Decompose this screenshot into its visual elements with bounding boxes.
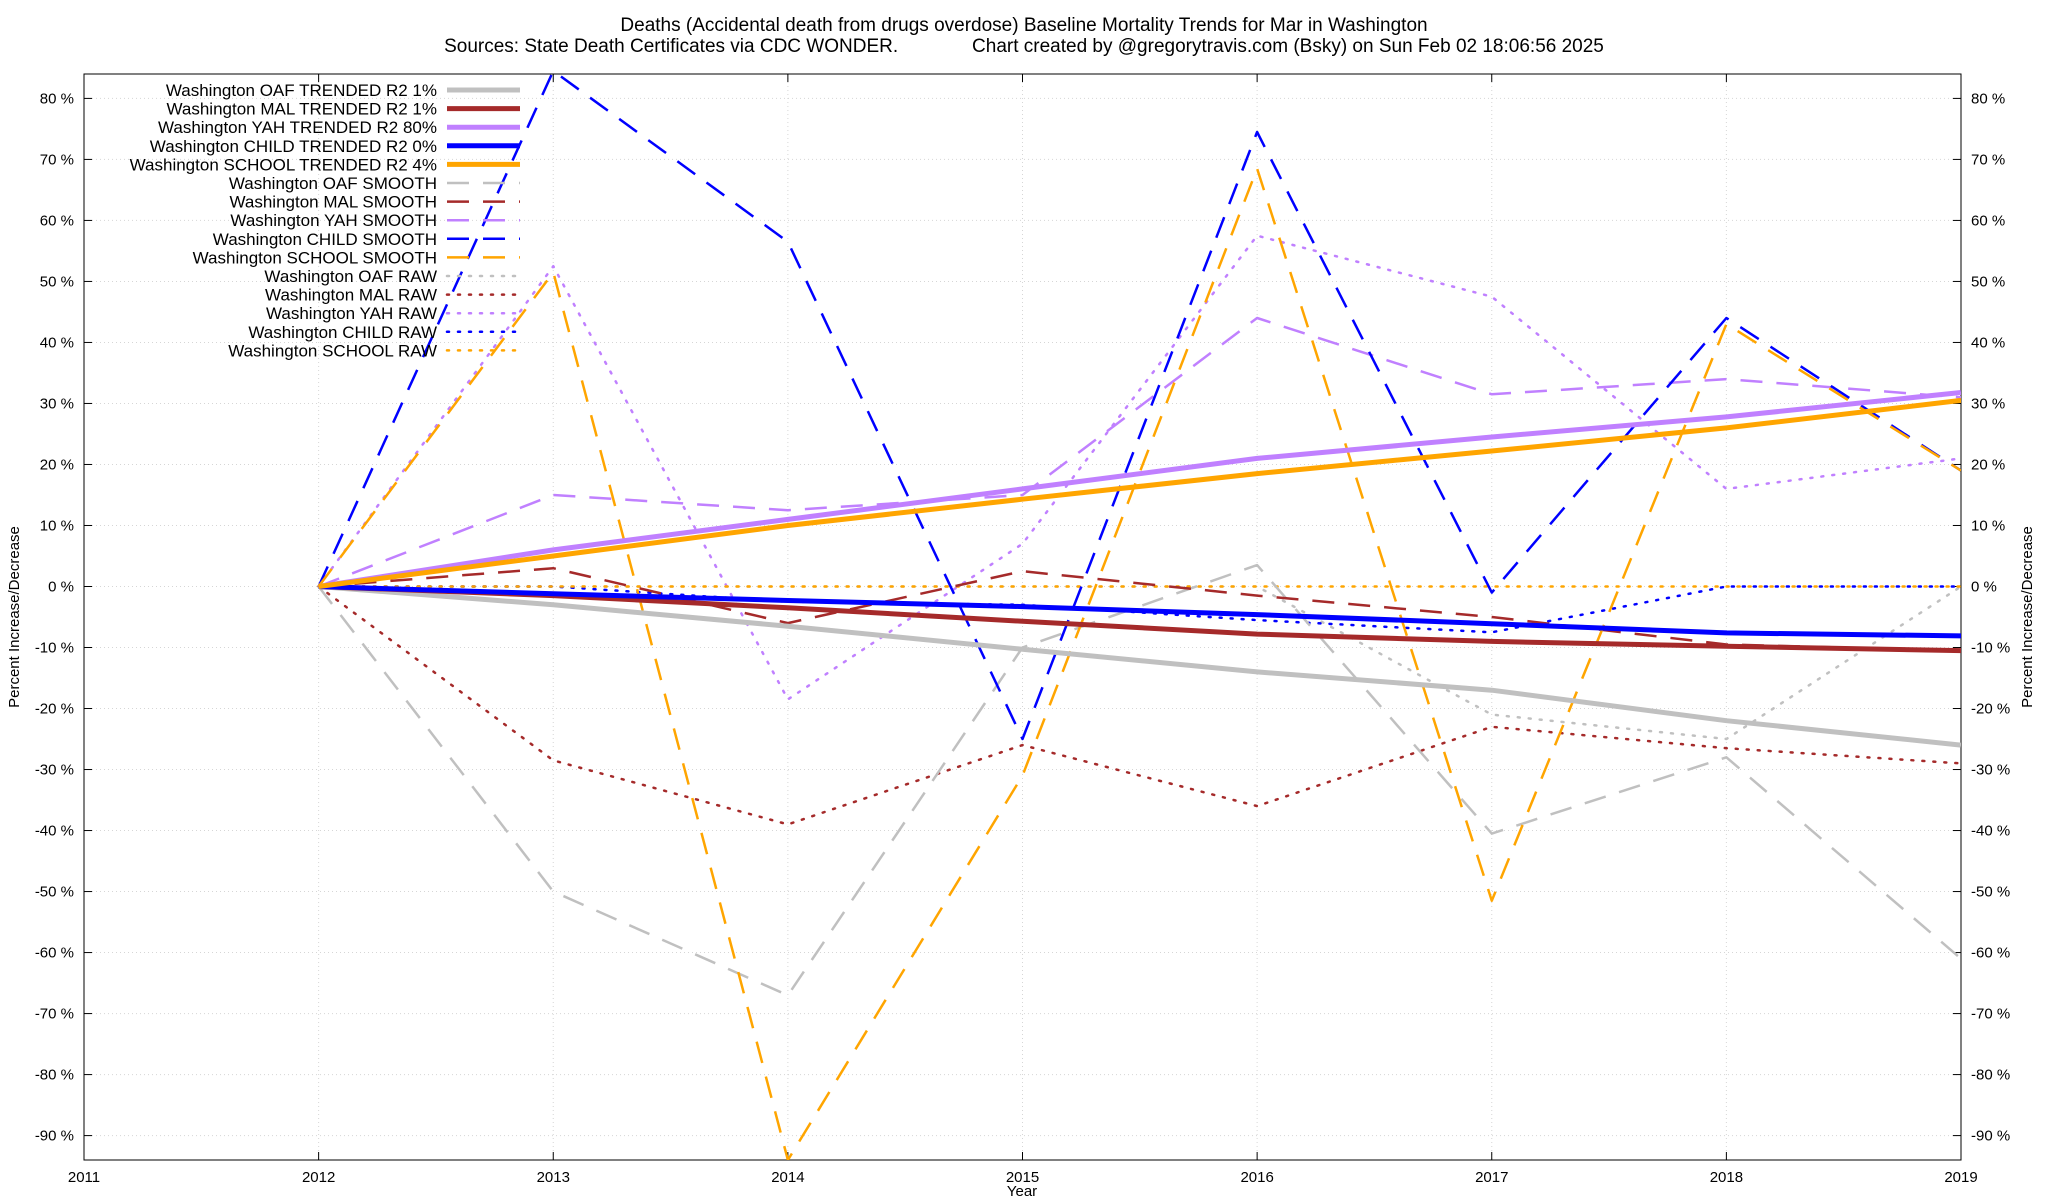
y-tick-label-right: -30 % — [1971, 762, 2010, 779]
y-tick-label-right: 50 % — [1971, 273, 2005, 290]
legend-label: Washington YAH TRENDED R2 80% — [158, 118, 437, 137]
y-tick-label-left: 60 % — [40, 212, 74, 229]
x-tick-label: 2019 — [1944, 1169, 1977, 1186]
y-tick-label-left: -10 % — [35, 640, 74, 657]
x-tick-label: 2018 — [1710, 1169, 1743, 1186]
x-tick-label: 2013 — [537, 1169, 570, 1186]
x-tick-label: 2014 — [771, 1169, 804, 1186]
legend-label: Washington MAL SMOOTH — [229, 193, 437, 212]
legend-label: Washington YAH RAW — [266, 304, 437, 323]
y-tick-label-right: -10 % — [1971, 640, 2010, 657]
y-tick-label-left: 10 % — [40, 517, 74, 534]
y-tick-label-left: -60 % — [35, 945, 74, 962]
series-line-12 — [317, 234, 1961, 701]
y-tick-label-right: 0 % — [1971, 578, 1997, 595]
y-tick-label-right: -40 % — [1971, 823, 2010, 840]
series-line-6 — [318, 566, 1961, 652]
series-line-7 — [318, 316, 1961, 588]
series-line-13 — [317, 585, 1961, 634]
x-tick-label: 2011 — [68, 1169, 100, 1186]
y-tick-label-left: -40 % — [35, 823, 74, 840]
y-tick-label-right: 60 % — [1971, 212, 2005, 229]
y-tick-label-right: -20 % — [1971, 701, 2010, 718]
legend-label: Washington SCHOOL TRENDED R2 4% — [130, 155, 437, 174]
y-tick-label-right: -90 % — [1971, 1128, 2010, 1145]
legend-label: Washington OAF TRENDED R2 1% — [166, 81, 437, 100]
x-axis: 2011 2012 2013 2014 2015 2016 2017 2018 2019 — [68, 74, 1978, 1186]
x-tick-label: 2012 — [302, 1169, 335, 1186]
series-line-8 — [317, 74, 1961, 741]
y-tick-label-right: -80 % — [1971, 1067, 2010, 1084]
y-tick-label-left: 30 % — [40, 395, 74, 412]
y-tick-label-right: -70 % — [1971, 1006, 2010, 1023]
y-tick-label-left: -50 % — [35, 884, 74, 901]
y-axis-left: 80 % 70 % 60 % 50 % 40 % 30 % 20 % 10 % 0 % -10 %… — [35, 90, 92, 1145]
y-tick-label-left: 40 % — [40, 334, 74, 351]
series-line-0 — [318, 584, 1961, 748]
legend-label: Washington YAH SMOOTH — [230, 211, 437, 230]
series-line-9 — [317, 167, 1961, 1160]
y-tick-label-left: 20 % — [40, 456, 74, 473]
y-tick-label-left: -70 % — [35, 1006, 74, 1023]
legend-label: Washington MAL RAW — [265, 286, 437, 305]
y-tick-label-right: 40 % — [1971, 334, 2005, 351]
y-tick-label-right: -50 % — [1971, 884, 2010, 901]
y-tick-label-left: 0 % — [48, 578, 74, 595]
legend-label: Washington SCHOOL SMOOTH — [193, 248, 437, 267]
legend-label: Washington CHILD SMOOTH — [213, 230, 437, 249]
x-tick-label: 2016 — [1240, 1169, 1273, 1186]
x-axis-label: Year — [1007, 1183, 1037, 1200]
y-tick-label-right: 30 % — [1971, 395, 2005, 412]
series-line-11 — [317, 585, 1961, 826]
series-line-3 — [318, 584, 1961, 639]
y-tick-label-right: 80 % — [1971, 90, 2005, 107]
y-tick-label-left: -20 % — [35, 701, 74, 718]
legend-label: Washington CHILD RAW — [248, 323, 437, 342]
legend-label: Washington SCHOOL RAW — [228, 341, 437, 360]
x-tick-label: 2017 — [1475, 1169, 1508, 1186]
series-line-2 — [318, 390, 1961, 589]
legend-label: Washington CHILD TRENDED R2 0% — [150, 137, 437, 156]
chart-title: Deaths (Accidental death from drugs over… — [620, 15, 1427, 36]
series-line-4 — [318, 397, 1961, 589]
series-layer — [317, 74, 1961, 1160]
y-axis-right: 80 % 70 % 60 % 50 % 40 % 30 % 20 % 10 % 0 % -10 %… — [1953, 90, 2010, 1145]
chart-subtitle: Sources: State Death Certificates via CD… — [444, 36, 1604, 57]
legend: Washington OAF TRENDED R2 1%Washington M… — [130, 81, 522, 360]
y-axis-label-left: Percent Increase/Decrease — [6, 526, 23, 708]
y-tick-label-right: 70 % — [1971, 151, 2005, 168]
y-tick-label-right: 20 % — [1971, 456, 2005, 473]
y-tick-label-left: -80 % — [35, 1067, 74, 1084]
y-axis-label-right: Percent Increase/Decrease — [2019, 526, 2036, 708]
y-tick-label-left: 50 % — [40, 273, 74, 290]
legend-label: Washington OAF RAW — [264, 267, 437, 286]
y-tick-label-left: -90 % — [35, 1128, 74, 1145]
y-tick-label-right: 10 % — [1971, 517, 2005, 534]
legend-label: Washington MAL TRENDED R2 1% — [166, 100, 437, 119]
y-tick-label-left: 80 % — [40, 90, 74, 107]
x-tick-label: 2015 — [1006, 1169, 1039, 1186]
legend-label: Washington OAF SMOOTH — [229, 174, 437, 193]
y-tick-label-left: -30 % — [35, 762, 74, 779]
y-tick-label-left: 70 % — [40, 151, 74, 168]
y-tick-label-right: -60 % — [1971, 945, 2010, 962]
series-line-1 — [318, 584, 1961, 654]
